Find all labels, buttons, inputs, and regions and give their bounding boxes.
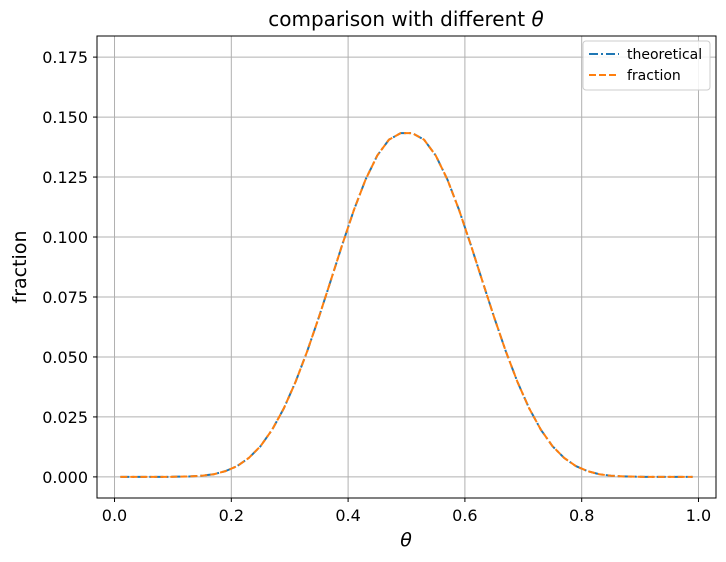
y-tick-label-1: 0.025 (42, 408, 88, 427)
series-line-fraction (120, 132, 693, 478)
y-tick-label-2: 0.050 (42, 348, 88, 367)
legend-label-fraction: fraction (627, 68, 681, 84)
x-tick-label-4: 0.8 (569, 506, 594, 525)
x-tick-label-2: 0.4 (335, 506, 360, 525)
grid (97, 36, 716, 498)
chart-title-text: comparison with different (268, 7, 531, 31)
y-tick-label-6: 0.150 (42, 108, 88, 127)
legend-label-theoretical: theoretical (627, 47, 702, 63)
series-line-theoretical (120, 132, 693, 478)
x-tick-label-3: 0.6 (452, 506, 477, 525)
x-tick-label-5: 1.0 (686, 506, 711, 525)
y-axis: 0.000 0.025 0.050 0.075 0.100 0.125 0.150 0.175 (42, 48, 97, 487)
chart-title-symbol: θ (531, 7, 543, 31)
y-tick-label-5: 0.125 (42, 168, 88, 187)
legend: theoretical fraction (582, 40, 711, 91)
y-tick-label-0: 0.000 (42, 468, 88, 487)
y-tick-label-4: 0.100 (42, 228, 88, 247)
x-axis-label: θ (400, 529, 412, 551)
x-tick-label-0: 0.0 (102, 506, 127, 525)
plot-frame (96, 35, 717, 499)
x-tick-label-1: 0.2 (219, 506, 244, 525)
x-axis: 0.0 0.2 0.4 0.6 0.8 1.0 (102, 498, 711, 525)
series-group (120, 132, 693, 478)
y-tick-label-7: 0.175 (42, 48, 88, 67)
y-axis-label: fraction (9, 231, 31, 304)
y-tick-label-3: 0.075 (42, 288, 88, 307)
chart-title: comparison with different θ (268, 7, 543, 31)
